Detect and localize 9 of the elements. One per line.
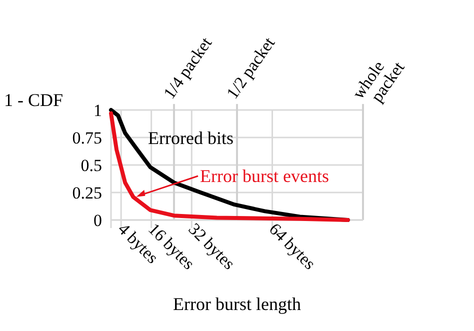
series-label: Errored bits (148, 128, 234, 148)
y-axis-title: 1 - CDF (4, 90, 64, 110)
y-tick-label: 0 (94, 210, 102, 230)
x-axis-title: Error burst length (173, 294, 301, 314)
y-tick-label: 1 (94, 100, 102, 120)
y-tick-label: 0.25 (72, 183, 102, 202)
legend-label: Error burst events (200, 166, 329, 186)
y-tick-label: 0.75 (72, 128, 102, 148)
y-tick-label: 0.5 (80, 156, 102, 175)
